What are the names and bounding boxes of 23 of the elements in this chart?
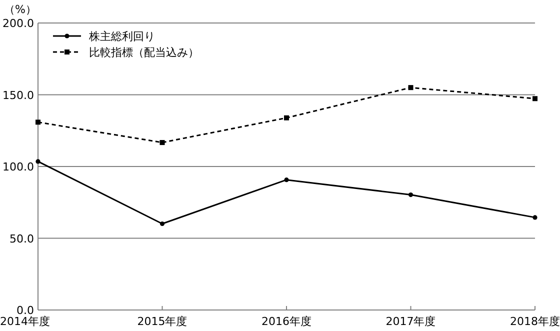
y-axis-title: （%） bbox=[4, 3, 36, 16]
x-tick-label: 2018年度 bbox=[510, 315, 560, 328]
point bbox=[160, 221, 165, 226]
point bbox=[532, 96, 538, 102]
y-tick-label: 0.0 bbox=[16, 304, 34, 317]
x-tick-label: 2015年度 bbox=[137, 315, 188, 328]
x-tick-label: 2016年度 bbox=[262, 315, 312, 328]
point bbox=[408, 192, 414, 198]
point bbox=[408, 85, 414, 90]
point bbox=[36, 120, 40, 125]
point bbox=[532, 215, 538, 220]
point bbox=[284, 115, 289, 120]
point bbox=[36, 159, 40, 164]
y-tick-label: 100.0 bbox=[2, 160, 34, 174]
legend-label: 比較指標（配当込み） bbox=[89, 46, 199, 59]
point bbox=[160, 140, 165, 146]
y-tick-label: 200.0 bbox=[2, 17, 34, 30]
x-tick-label: 2017年度 bbox=[386, 315, 436, 328]
y-tick-label: 150.0 bbox=[2, 88, 34, 102]
y-tick-label: 50.0 bbox=[10, 232, 34, 246]
point bbox=[284, 178, 289, 182]
x-tick-label: 2014年度 bbox=[0, 315, 50, 328]
legend-label: 株主総利回り bbox=[88, 30, 155, 43]
